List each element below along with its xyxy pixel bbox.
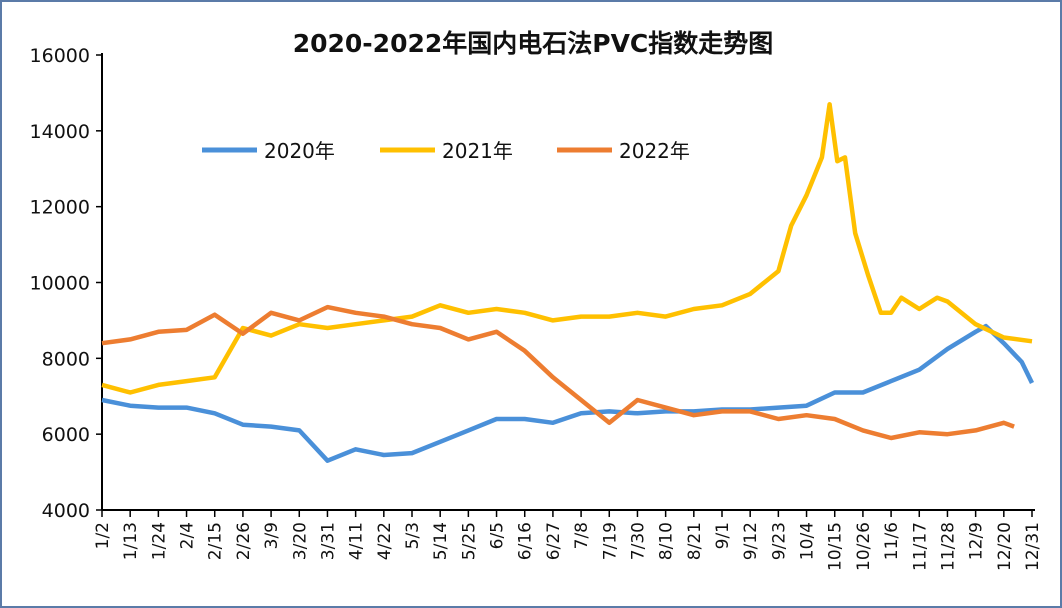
x-tick-label: 8/10	[657, 522, 677, 560]
series-line-2020年	[101, 323, 1035, 463]
x-tick-label: 9/1	[713, 522, 733, 549]
x-tick-label: 10/26	[854, 522, 874, 571]
x-tick-label: 11/28	[938, 522, 958, 571]
chart-title: 2020-2022年国内电石法PVC指数走势图	[292, 29, 774, 58]
x-tick-label: 4/11	[347, 522, 367, 560]
series-line-2022年	[101, 304, 1015, 441]
x-tick-label: 9/23	[769, 522, 789, 560]
x-tick-label: 6/27	[544, 522, 564, 560]
x-tick-label: 7/19	[600, 522, 620, 560]
y-tick-label: 8000	[42, 348, 90, 370]
x-tick-label: 5/25	[459, 522, 479, 560]
y-tick-label: 6000	[42, 424, 90, 446]
x-tick-label: 5/14	[431, 522, 451, 560]
x-tick-label: 3/9	[262, 522, 282, 549]
x-tick-label: 7/30	[628, 522, 648, 560]
x-tick-label: 6/5	[488, 522, 508, 549]
x-tick-label: 2/15	[206, 522, 226, 560]
x-tick-label: 11/6	[882, 522, 902, 560]
x-tick-label: 2/4	[178, 522, 198, 549]
x-tick-label: 7/8	[572, 522, 592, 549]
x-tick-label: 1/2	[93, 522, 113, 549]
x-tick-label: 1/13	[121, 522, 141, 560]
y-tick-label: 10000	[30, 273, 90, 295]
x-tick-label: 12/20	[995, 522, 1015, 571]
x-tick-label: 3/20	[290, 522, 310, 560]
x-tick-label: 4/22	[375, 522, 395, 560]
x-tick-label: 3/31	[318, 522, 338, 560]
y-tick-label: 4000	[42, 500, 90, 522]
x-tick-label: 1/24	[149, 522, 169, 560]
x-tick-label: 9/12	[741, 522, 761, 560]
x-tick-label: 6/16	[516, 522, 536, 560]
y-tick-label: 12000	[30, 197, 90, 219]
x-tick-label: 12/9	[967, 522, 987, 560]
y-tick-label: 16000	[30, 45, 90, 67]
x-tick-label: 11/17	[910, 522, 930, 571]
x-tick-label: 2/26	[234, 522, 254, 560]
legend-label: 2020年	[264, 139, 335, 163]
x-tick-label: 5/3	[403, 522, 423, 549]
series-line-2021年	[101, 102, 1033, 395]
x-tick-label: 10/15	[826, 522, 846, 571]
y-tick-label: 14000	[30, 121, 90, 143]
legend-label: 2022年	[619, 139, 690, 163]
x-tick-label: 8/21	[685, 522, 705, 560]
legend-label: 2021年	[442, 139, 513, 163]
x-tick-label: 10/4	[798, 522, 818, 560]
x-tick-label: 12/31	[1023, 522, 1043, 571]
